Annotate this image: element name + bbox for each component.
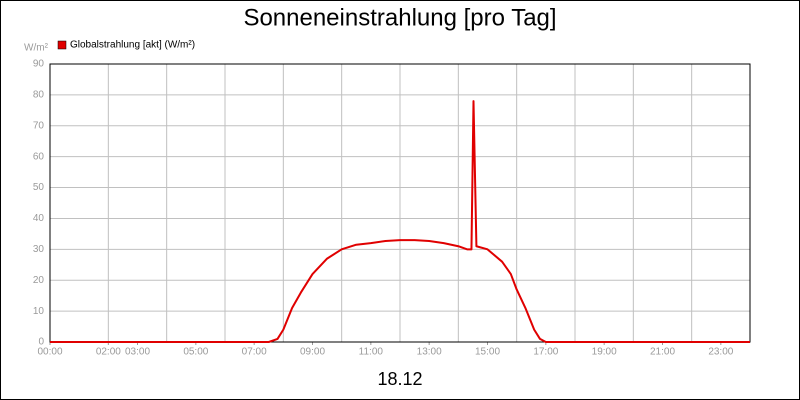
- x-tick-label: 00:00: [37, 347, 62, 358]
- x-tick-label: 05:00: [183, 347, 208, 358]
- plot-border: [49, 63, 751, 343]
- x-tick-label: 03:00: [125, 347, 150, 358]
- x-tick-label: 07:00: [242, 347, 267, 358]
- x-tick-label: 11:00: [359, 347, 384, 358]
- y-tick-label: 20: [33, 275, 45, 286]
- y-tick-label: 0: [38, 337, 44, 348]
- y-tick-label: 10: [33, 306, 45, 317]
- x-tick-label: 02:00: [96, 347, 121, 358]
- series-line: [50, 100, 750, 343]
- y-tick-label: 90: [33, 59, 45, 70]
- x-tick-label: 15:00: [475, 347, 500, 358]
- x-tick-label: 17:00: [533, 347, 558, 358]
- chart-title: Sonneneinstrahlung [pro Tag]: [243, 4, 556, 31]
- y-unit: W/m²: [24, 43, 49, 54]
- x-tick-label: 23:00: [708, 347, 733, 358]
- y-tick-label: 70: [33, 120, 45, 131]
- y-tick-label: 30: [33, 244, 45, 255]
- x-label: 18.12: [377, 369, 422, 389]
- x-tick-label: 13:00: [417, 347, 442, 358]
- y-tick-label: 80: [33, 90, 45, 101]
- x-tick-label: 21:00: [650, 347, 675, 358]
- legend-label: Globalstrahlung [akt] (W/m²): [70, 40, 195, 51]
- y-tick-label: 50: [33, 182, 45, 193]
- x-tick-label: 09:00: [300, 347, 325, 358]
- x-tick-label: 19:00: [592, 347, 617, 358]
- y-tick-label: 60: [33, 151, 45, 162]
- y-tick-label: 40: [33, 213, 45, 224]
- legend-swatch: [57, 40, 67, 50]
